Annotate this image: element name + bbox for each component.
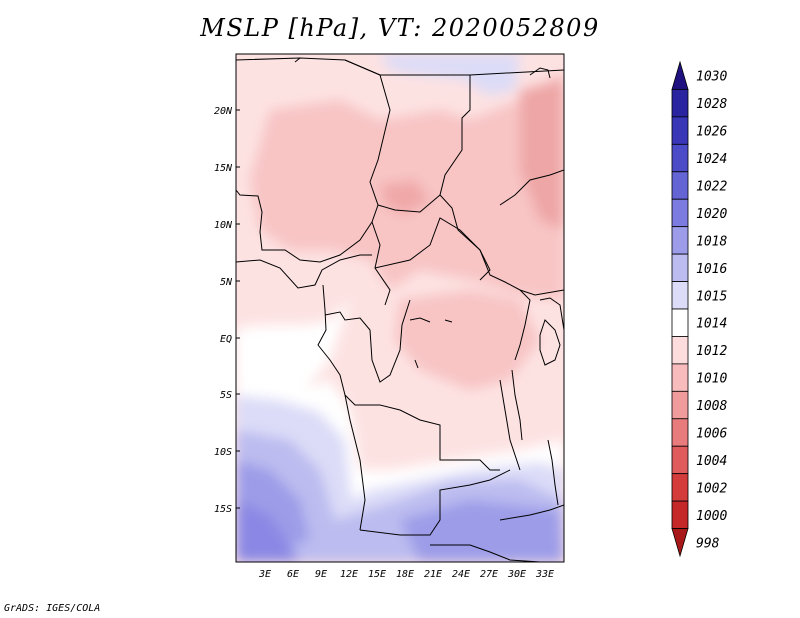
colorbar-swatch: [671, 143, 689, 173]
border-uganda-drc: [514, 289, 531, 361]
lon-tick-3e: 3E: [258, 569, 271, 580]
border-zambia-mozambique: [499, 504, 564, 521]
coast-gulf-of-guinea: [236, 254, 372, 289]
colorbar-label: 1018: [696, 234, 727, 249]
lon-tick-15e: 15E: [368, 569, 386, 580]
field-1010-east: [520, 80, 564, 230]
lon-tick-21e: 21E: [424, 569, 442, 580]
border-car-ssudan: [374, 217, 564, 296]
lat-tick-5s: 5S: [220, 390, 232, 401]
river-congo-segments: [409, 317, 453, 369]
lat-tick-eq: EQ: [220, 334, 232, 345]
lat-tick-10s: 10S: [214, 447, 232, 458]
coast-red-sea-north: [529, 67, 551, 79]
lat-axis: 20N 15N 10N 5N EQ 5S 10S 15S: [214, 106, 240, 515]
colorbar-label: 1022: [696, 180, 727, 195]
field-1010-chad: [380, 180, 430, 215]
field-1018-south: [236, 460, 564, 562]
colorbar-swatch: [671, 336, 689, 365]
lake-malawi: [547, 439, 559, 506]
colorbar-swatch: [671, 445, 689, 475]
colorbar-swatch: [671, 60, 689, 90]
lon-tick-27e: 27E: [480, 569, 498, 580]
field-1012-congo: [395, 290, 540, 390]
lake-victoria: [539, 319, 561, 366]
border-niger-nigeria: [236, 57, 391, 263]
colorbar-swatch: [671, 308, 689, 337]
lon-tick-33e: 33E: [535, 569, 554, 580]
coast-west-central: [317, 284, 366, 531]
lon-tick-6e: 6E: [287, 569, 299, 580]
colorbar-swatch: [671, 473, 689, 502]
colorbar-label: 1004: [696, 454, 727, 469]
footer-credit: GrADS: IGES/COLA: [4, 603, 101, 614]
colorbar-label: 1010: [696, 372, 727, 387]
colorbar-label: 1014: [696, 317, 727, 332]
colorbar-swatch: [671, 171, 689, 200]
colorbar-label: 998: [696, 536, 720, 551]
colorbar-swatch: [671, 528, 689, 558]
colorbar-swatch: [671, 253, 689, 282]
lat-tick-15s: 15S: [214, 504, 232, 515]
lat-tick-10n: 10N: [214, 220, 233, 231]
colorbar: 1030 1028 1026 1024 1022 1020 1018 1016 1015 1014…: [671, 60, 727, 558]
border-north-stub: [294, 57, 301, 63]
colorbar-label: 1000: [696, 509, 727, 524]
colorbar-swatch: [671, 281, 689, 310]
colorbar-label: 1006: [696, 427, 727, 442]
lat-tick-20n: 20N: [214, 106, 233, 117]
lon-tick-24e: 24E: [452, 569, 470, 580]
lat-tick-5n: 5N: [220, 277, 233, 288]
colorbar-label: 1024: [696, 152, 727, 167]
lon-tick-18e: 18E: [396, 569, 414, 580]
border-chad-south: [377, 194, 441, 213]
colorbar-swatch: [671, 500, 689, 529]
colorbar-swatch: [671, 226, 689, 255]
lon-axis: 3E 6E 9E 12E 15E 18E 21E 24E 27E 30E 33E: [258, 569, 554, 580]
colorbar-swatch: [671, 116, 689, 145]
colorbar-label: 1008: [696, 399, 727, 414]
colorbar-label: 1015: [696, 289, 727, 304]
colorbar-swatch: [671, 390, 689, 420]
lake-tanganyika: [511, 369, 523, 441]
lon-tick-30e: 30E: [507, 569, 526, 580]
border-gabon-congo: [324, 299, 411, 383]
field-1020-southwest: [236, 500, 300, 562]
colorbar-label: 1028: [696, 97, 727, 112]
colorbar-label: 1016: [696, 262, 727, 277]
map-title: MSLP [hPa], VT: 2020052809: [200, 14, 600, 42]
colorbar-swatch: [671, 198, 689, 228]
border-drc-tanzania: [499, 379, 521, 471]
border-namibia-zimbabwe: [430, 544, 541, 562]
colorbar-swatch: [671, 89, 689, 118]
colorbar-swatch: [671, 363, 689, 392]
border-kenya: [539, 297, 564, 331]
lat-tick-15n: 15N: [214, 163, 233, 174]
plot-frame: [235, 53, 565, 563]
border-angola-zambia: [359, 469, 511, 536]
pressure-field: [236, 54, 564, 562]
colorbar-label: 1002: [696, 481, 727, 496]
lon-tick-12e: 12E: [340, 569, 358, 580]
field-1014-west: [236, 300, 350, 395]
colorbar-label: 1020: [696, 207, 727, 222]
country-borders: [236, 57, 564, 562]
colorbar-label: 1030: [696, 70, 727, 85]
colorbar-swatch: [671, 418, 689, 447]
colorbar-label: 1026: [696, 125, 727, 140]
border-sudan-ethiopia: [499, 169, 564, 206]
colorbar-label: 1012: [696, 344, 727, 359]
lon-tick-9e: 9E: [315, 569, 327, 580]
border-drc-angola: [344, 394, 500, 471]
